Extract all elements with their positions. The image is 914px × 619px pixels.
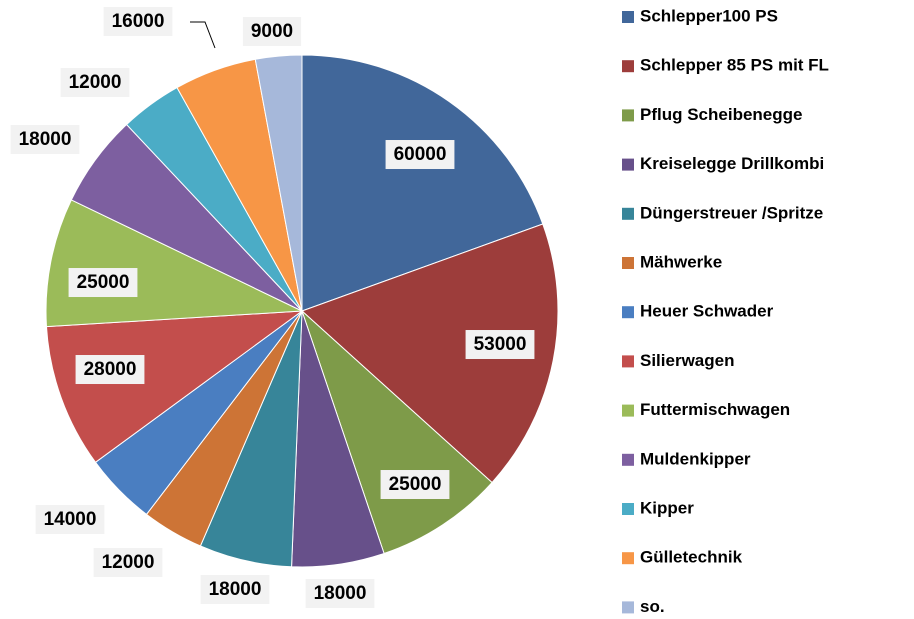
data-label: 16000	[112, 11, 165, 32]
legend-label: Kreiselegge Drillkombi	[640, 154, 824, 173]
legend-swatch	[622, 207, 634, 220]
legend-swatch	[622, 60, 634, 73]
data-label-box	[10, 125, 80, 155]
data-label: 25000	[389, 474, 442, 495]
data-labels: 60000 53000 25000 18000 18000 12000 14000 28000…	[10, 7, 535, 609]
data-label: 14000	[44, 509, 97, 530]
legend-swatch	[622, 306, 634, 319]
data-label-box	[68, 268, 138, 298]
data-label-box	[380, 470, 450, 500]
legend-label: Düngerstreuer /Spritze	[640, 203, 823, 222]
legend-swatch	[622, 109, 634, 122]
data-label: 12000	[102, 552, 155, 573]
legend-swatch	[622, 158, 634, 171]
legend-label: Schlepper100 PS	[640, 6, 778, 25]
data-label: 25000	[77, 272, 130, 293]
legend-label: Gülletechnik	[640, 548, 743, 567]
data-label-box	[93, 548, 163, 578]
legend-swatch	[622, 257, 634, 269]
data-label-box	[60, 68, 130, 98]
legend-label: Heuer Schwader	[640, 302, 774, 321]
data-label: 60000	[394, 144, 447, 165]
data-label: 9000	[251, 21, 293, 42]
data-label-box	[103, 7, 173, 37]
legend-swatch	[622, 355, 634, 368]
legend-swatch	[622, 552, 634, 565]
data-label: 28000	[84, 359, 137, 380]
legend-swatch	[622, 404, 634, 417]
legend-label: Kipper	[640, 498, 694, 517]
legend-label: Futtermischwagen	[640, 400, 790, 419]
data-label-box	[242, 17, 302, 47]
slice	[45, 310, 304, 464]
data-label: 18000	[19, 129, 72, 150]
data-label-box	[465, 330, 535, 360]
data-label-box	[35, 505, 105, 535]
legend-label: Muldenkipper	[640, 449, 751, 468]
legend: Schlepper100 PS Schlepper 85 PS mit FL Pfl…	[622, 6, 829, 616]
legend-swatch	[622, 11, 634, 23]
legend-swatch	[622, 453, 634, 466]
data-label-box	[200, 575, 270, 605]
legend-label: so.	[640, 597, 665, 616]
data-label-box	[385, 140, 455, 170]
leader-line	[190, 21, 216, 49]
data-label: 12000	[69, 72, 122, 93]
legend-label: Pflug Scheibenegge	[640, 105, 802, 124]
data-label: 18000	[209, 579, 262, 600]
legend-label: Silierwagen	[640, 351, 734, 370]
pie	[45, 54, 559, 568]
slice	[301, 54, 544, 312]
data-label-box	[75, 355, 145, 385]
slice	[301, 223, 559, 484]
legend-swatch	[622, 601, 634, 614]
legend-label: Mähwerke	[640, 252, 722, 271]
data-label: 53000	[474, 334, 527, 355]
slice	[254, 54, 303, 312]
legend-swatch	[622, 503, 634, 515]
data-label-box	[305, 579, 375, 609]
legend-label: Schlepper 85 PS mit FL	[640, 56, 829, 75]
data-label: 18000	[314, 583, 367, 604]
